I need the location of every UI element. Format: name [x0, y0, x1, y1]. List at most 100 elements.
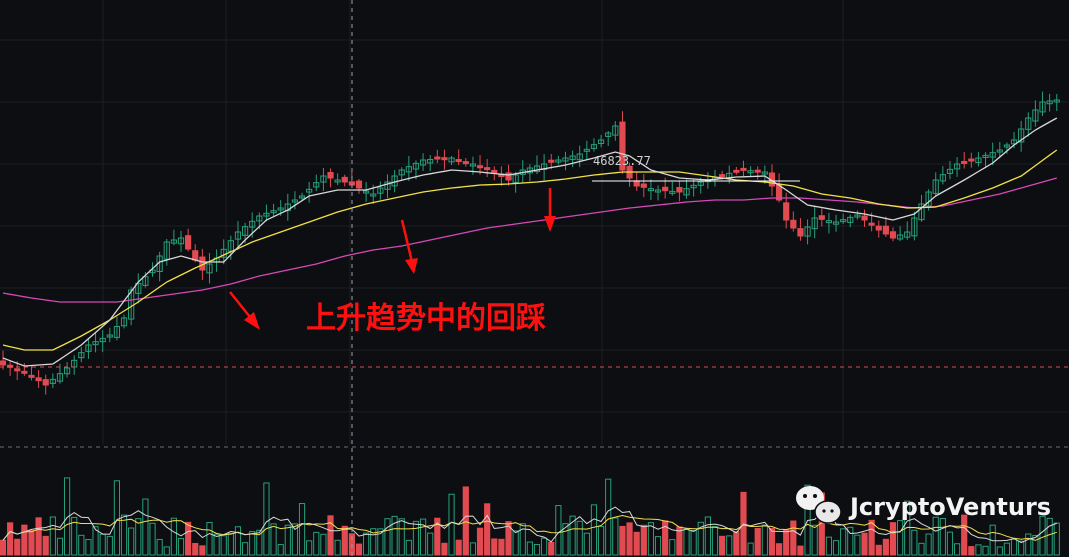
volume-bar — [0, 539, 7, 556]
candle — [526, 164, 533, 182]
volume-bar — [612, 517, 619, 556]
volume-bar — [669, 539, 676, 556]
volume-bar — [541, 537, 548, 556]
candle-body — [897, 234, 904, 240]
candle-body — [583, 148, 590, 152]
volume-bar — [961, 514, 968, 556]
volume-bar — [334, 539, 341, 556]
volume-bar — [142, 498, 149, 556]
candle-body — [434, 156, 441, 160]
candles — [0, 91, 1060, 395]
candle-body — [35, 377, 42, 382]
volume-bar — [227, 532, 234, 556]
candle-body — [469, 163, 477, 167]
candle-body — [206, 263, 213, 274]
volume-bar — [519, 523, 526, 556]
candle-body — [512, 174, 519, 183]
volume-bar — [711, 526, 719, 556]
volume-bar — [996, 546, 1003, 556]
candle-body — [106, 334, 113, 338]
candle-body — [185, 235, 192, 250]
volume-bar — [256, 529, 263, 556]
volume-bar — [1039, 515, 1046, 556]
volume-bar — [925, 533, 932, 556]
candle — [1053, 94, 1060, 111]
candle-body — [953, 163, 961, 170]
volume-bar — [85, 539, 92, 556]
candle-body — [605, 132, 612, 137]
volume-bar — [633, 531, 640, 556]
candle — [968, 152, 975, 168]
candle — [953, 157, 961, 177]
volume-bar — [177, 537, 185, 556]
candle-body — [1018, 128, 1025, 143]
candle — [1032, 100, 1039, 127]
volume-bar — [106, 535, 113, 556]
candle — [1018, 120, 1025, 152]
candle — [156, 251, 163, 282]
candle — [605, 130, 612, 146]
volume-bar — [840, 528, 847, 556]
candle — [28, 366, 35, 381]
volume-bar — [320, 533, 327, 556]
candle — [804, 219, 811, 245]
candle-body — [142, 276, 149, 286]
candle — [291, 191, 299, 210]
volume-bar — [953, 543, 961, 556]
volume-bar — [270, 523, 277, 556]
candle-body — [961, 160, 968, 164]
candle — [932, 172, 939, 197]
candle — [790, 211, 797, 232]
candle — [313, 174, 320, 192]
candle-body — [263, 212, 270, 217]
candle — [996, 141, 1003, 159]
candle-body — [14, 368, 21, 372]
candle-body — [847, 216, 854, 223]
moving-average-lines — [2, 117, 1058, 367]
price-label: 46823.77 — [593, 154, 651, 168]
volume-bar — [982, 545, 989, 556]
candle-body — [28, 374, 35, 378]
volume-bar — [897, 520, 904, 556]
candle-body — [1025, 117, 1032, 130]
volume-bar — [868, 519, 875, 556]
candle-body — [690, 184, 697, 189]
volume-bar — [548, 541, 555, 556]
volume-bar — [854, 534, 861, 556]
candle-body — [854, 214, 861, 218]
candle-body — [541, 163, 548, 171]
candle-body — [754, 169, 761, 173]
volume-bar — [1053, 522, 1060, 556]
candle-body — [441, 157, 448, 161]
candle-body — [761, 171, 768, 175]
candle-body — [740, 167, 747, 171]
volume-bar — [889, 522, 897, 556]
volume-bar — [797, 545, 804, 556]
volume-bar — [298, 503, 306, 556]
volume-bar — [92, 526, 99, 556]
candle — [854, 210, 861, 220]
candle — [71, 355, 78, 375]
volume-bar — [412, 520, 420, 556]
candle — [647, 179, 655, 200]
candle-body — [783, 202, 790, 221]
candle — [206, 253, 213, 284]
candle-body — [291, 199, 299, 203]
candle — [740, 160, 747, 177]
candle — [334, 173, 341, 186]
volume-bar — [434, 517, 441, 556]
candle — [363, 182, 370, 202]
volume-bar — [790, 520, 797, 556]
volume-bar — [704, 516, 711, 556]
ma-fast-line — [2, 117, 1058, 367]
candle — [384, 174, 391, 198]
volume-bar — [7, 522, 14, 556]
candle — [982, 152, 989, 167]
volume-bar — [1003, 542, 1011, 556]
candle — [533, 155, 541, 175]
candle — [284, 193, 291, 221]
volume-bar — [241, 542, 249, 556]
candle-body — [904, 231, 911, 238]
volume-bar — [726, 535, 733, 556]
wechat-icon — [796, 486, 842, 524]
